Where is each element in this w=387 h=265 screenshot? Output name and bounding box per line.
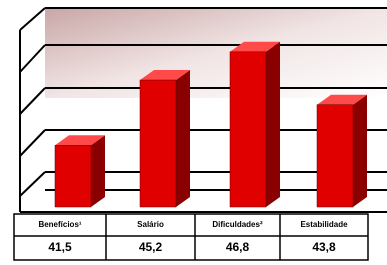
- value-label: 43,8: [312, 240, 336, 254]
- bar-side: [353, 95, 367, 207]
- bar-side: [176, 70, 190, 207]
- category-label: Benefícios¹: [38, 220, 81, 229]
- category-label: Dificuldades²: [212, 220, 263, 229]
- value-label: 41,5: [48, 240, 72, 254]
- bar: [317, 105, 353, 207]
- category-label: Estabilidade: [300, 220, 348, 229]
- value-label: 46,8: [226, 240, 250, 254]
- bar: [230, 52, 266, 207]
- bar-side: [266, 42, 280, 207]
- value-label: 45,2: [139, 240, 163, 254]
- bar-side: [91, 135, 105, 207]
- backdrop: [45, 8, 387, 98]
- chart: Benefícios¹ 41,5 Salário 45,2 Dificuldades² 4…: [0, 0, 387, 265]
- category-label: Salário: [137, 220, 164, 229]
- bar: [140, 80, 176, 207]
- bar: [55, 145, 91, 207]
